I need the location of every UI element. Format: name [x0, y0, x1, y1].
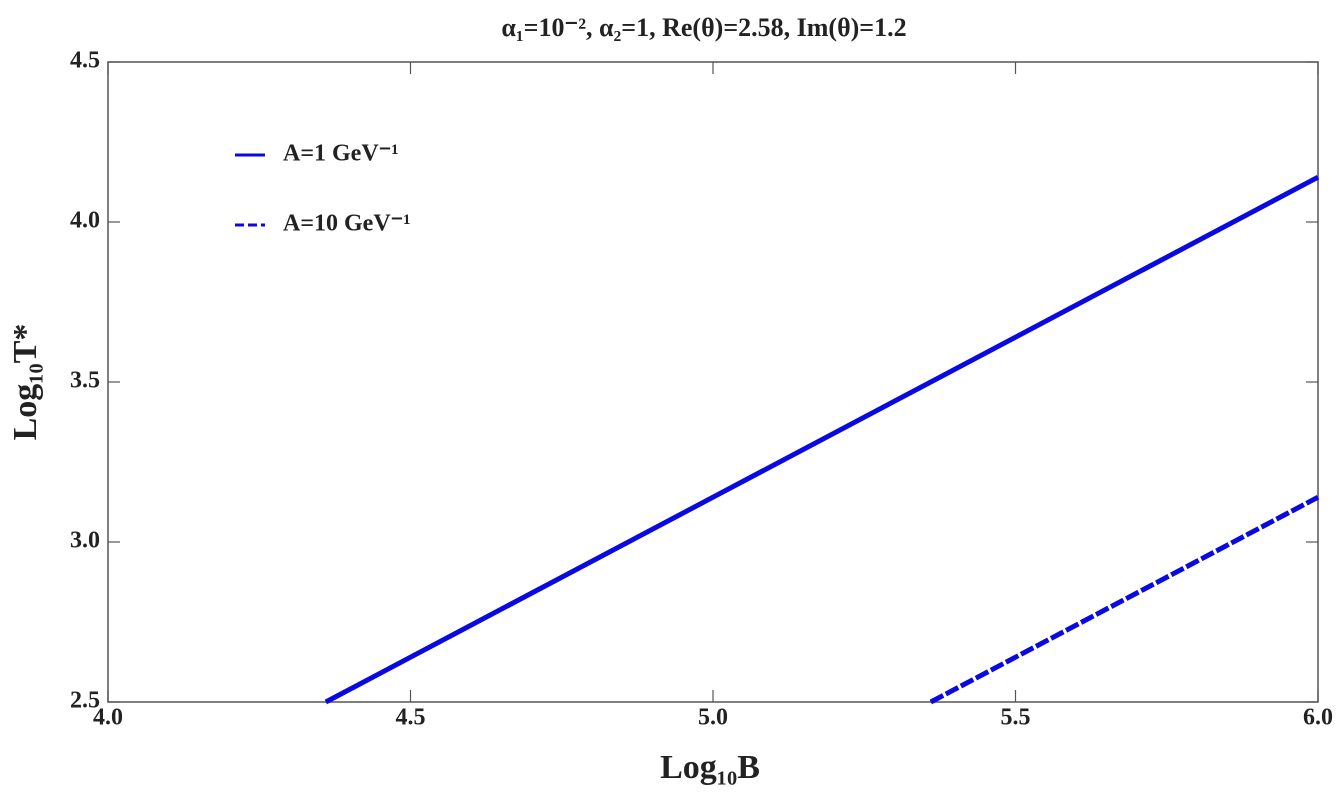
x-tick-label: 4.0 — [93, 705, 123, 731]
y-tick-label: 2.5 — [70, 688, 100, 714]
y-tick-label: 3.0 — [70, 528, 100, 554]
y-axis-label: Log₁₀T* — [7, 324, 44, 441]
x-tick-label: 4.5 — [396, 705, 426, 731]
x-tick-label: 5.0 — [698, 705, 728, 731]
x-axis-label: Log₁₀B — [660, 749, 760, 786]
y-tick-label: 4.0 — [70, 208, 100, 234]
y-tick-label: 3.5 — [70, 368, 100, 394]
y-tick-label: 4.5 — [70, 48, 100, 74]
line-series — [929, 494, 1320, 705]
chart-title: α₁=10⁻², α₂=1, Re(θ)=2.58, Im(θ)=1.2 — [501, 13, 906, 42]
line-series — [324, 174, 1320, 705]
legend-label: A=1 GeV⁻¹ — [283, 141, 399, 167]
x-tick-label: 5.5 — [1001, 705, 1031, 731]
legend-label: A=10 GeV⁻¹ — [283, 211, 411, 237]
x-tick-label: 6.0 — [1303, 705, 1333, 731]
